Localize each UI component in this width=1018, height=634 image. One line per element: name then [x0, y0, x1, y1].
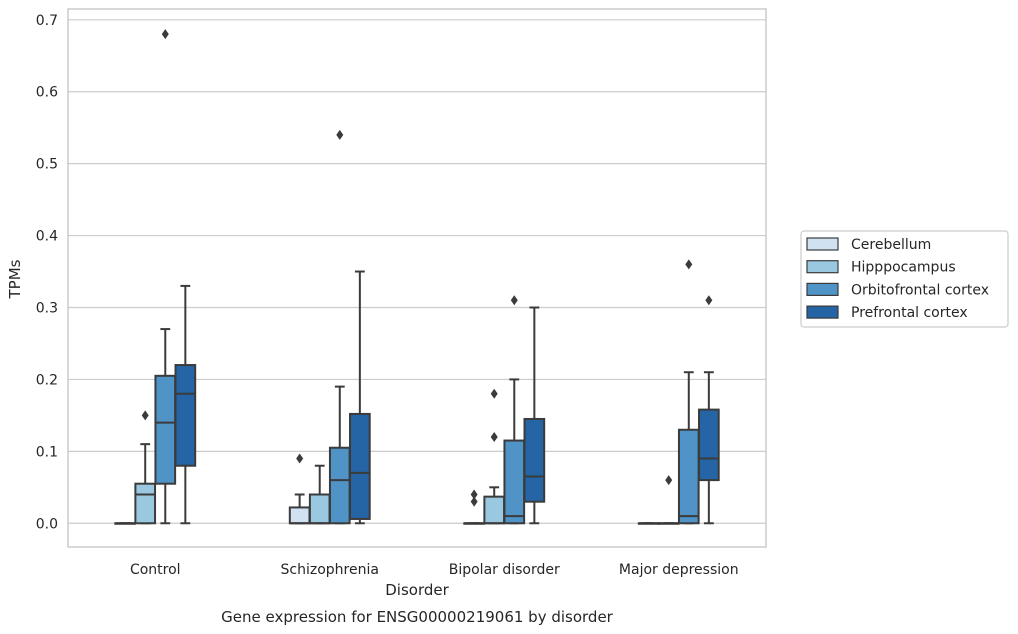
legend-swatch [806, 237, 839, 251]
box-1-0 [288, 453, 311, 525]
y-tick-label: 0.2 [36, 372, 58, 388]
x-tick-label: Major depression [619, 562, 739, 578]
y-tick-label: 0.1 [36, 444, 58, 460]
x-tick-label: Schizophrenia [281, 562, 379, 578]
box-iqr [698, 408, 720, 482]
outlier-point [510, 295, 518, 306]
y-tick-label: 0.4 [36, 229, 58, 245]
outlier-point [490, 431, 498, 442]
box-iqr [154, 374, 177, 485]
box-iqr [503, 439, 526, 525]
box-iqr [174, 364, 197, 467]
outlier-point [141, 410, 149, 421]
box-iqr [288, 506, 311, 525]
box-2-1 [483, 388, 506, 525]
outlier-point [490, 388, 498, 399]
box-2-2 [503, 295, 526, 525]
outlier-point [336, 129, 344, 140]
legend-swatch [806, 282, 839, 296]
box-series [114, 29, 720, 525]
outlier-point [665, 475, 673, 486]
outlier-point [161, 29, 169, 40]
legend-label: Hipppocampus [851, 260, 956, 276]
plot-frame [67, 8, 767, 548]
outlier-point [296, 453, 304, 464]
box-2-0 [463, 489, 485, 525]
box-iqr [523, 417, 546, 503]
outlier-point [470, 489, 478, 500]
y-tick-label: 0.5 [36, 157, 58, 173]
chart-caption: Gene expression for ENSG00000219061 by d… [221, 608, 614, 626]
box-3-0 [637, 522, 660, 525]
box-2-3 [523, 306, 546, 525]
x-tick-label: Control [130, 562, 181, 578]
legend: Cerebellum Hipppocampus Orbitofrontal cort… [800, 230, 1009, 328]
box-1-1 [308, 464, 331, 525]
outlier-point [685, 259, 693, 270]
box-iqr [134, 482, 157, 525]
box-iqr [328, 446, 351, 525]
box-0-0 [114, 522, 136, 525]
box-3-2 [677, 259, 700, 525]
box-3-1 [657, 475, 680, 525]
legend-label: Orbitofrontal cortex [851, 282, 989, 298]
box-0-1 [134, 410, 157, 525]
legend-label: Prefrontal cortex [851, 305, 968, 321]
x-tick-label: Bipolar disorder [449, 562, 560, 578]
box-3-3 [698, 295, 720, 525]
y-tick-label: 0.7 [36, 13, 58, 29]
box-iqr [349, 412, 371, 520]
y-axis-label: TPMs [6, 259, 24, 299]
box-0-2 [154, 29, 177, 525]
box-iqr [308, 493, 331, 525]
box-1-2 [328, 129, 351, 525]
legend-frame [800, 230, 1009, 328]
outlier-point [705, 295, 713, 306]
x-axis-label: Disorder [385, 581, 449, 599]
legend-swatch [806, 305, 839, 319]
outlier-point [470, 496, 478, 507]
legend-label: Cerebellum [851, 237, 931, 253]
legend-swatch [806, 260, 839, 274]
y-tick-label: 0.3 [36, 300, 58, 316]
y-tick-label: 0.6 [36, 85, 58, 101]
box-1-3 [349, 270, 371, 525]
y-tick-label: 0.0 [36, 516, 58, 532]
box-iqr [483, 495, 506, 525]
box-iqr [677, 428, 700, 525]
y-tick-labels: 0.0 0.1 0.2 0.3 0.4 0.5 0.6 0.7 [36, 13, 58, 532]
box-0-3 [174, 284, 197, 525]
x-tick-labels: Control Schizophrenia Bipolar disorder Majo… [130, 562, 739, 578]
